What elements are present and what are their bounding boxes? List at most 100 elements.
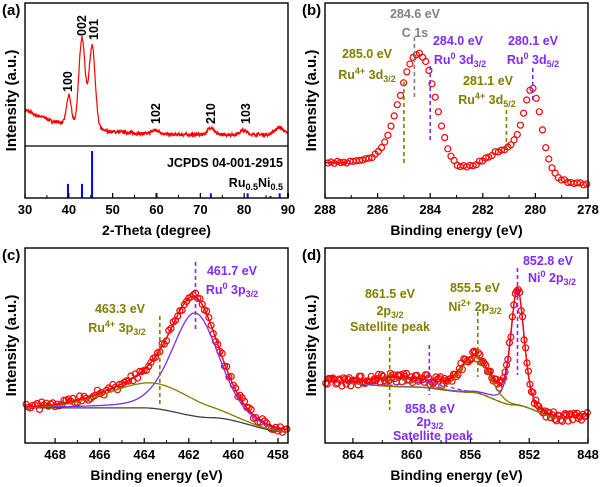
hkl-label: 210 [204,103,218,124]
data-point [519,109,528,117]
data-point [332,380,340,388]
label-sat1-energy: 861.5 eV [365,287,416,301]
panel-d: (d) 864 860 856 852 848 Binding energy (eV) Int… [302,247,599,483]
data-point [444,145,452,153]
data-point [561,409,569,418]
data-point [538,126,547,134]
data-point [147,358,155,367]
panel-b: (b) 288 286 284 282 280 278 Binding energy (eV)… [302,2,599,238]
data-point [516,121,525,129]
x-tick-label: 864 [342,447,364,462]
data-point [535,108,543,116]
data-point [145,362,153,370]
data-point [390,112,398,120]
data-point [386,369,394,377]
y-axis-title: Intensity (a.u.) [3,295,20,397]
x-tick-label: 90 [281,202,295,217]
data-point [470,347,478,355]
x-tick-label: 286 [367,202,389,217]
data-point [428,80,436,88]
data-point [501,146,509,154]
x-tick-label: 70 [193,202,207,217]
label-c1s-energy: 284.6 eV [390,7,441,21]
data-point [409,53,417,62]
panel-label: (d) [302,247,321,264]
data-point [450,156,458,164]
x-tick-label: 288 [314,202,336,217]
x-tick-label: 852 [518,447,540,462]
data-point [365,154,373,162]
label-ru4-3d32-energy: 285.0 eV [342,47,393,61]
label-sat1: Satellite peak [350,320,430,334]
x-tick-label: 280 [525,202,547,217]
label-ni0-energy: 852.8 eV [523,254,574,268]
data-point [542,144,550,152]
reference-name: JCPDS 04-001-2915 [167,156,283,170]
y-axis-title: Intensity (a.u.) [303,50,320,152]
data-point [548,164,556,172]
data-point [441,134,449,142]
data-point [563,411,571,419]
hkl-label: 102 [149,103,163,124]
x-tick-label: 30 [18,202,32,217]
data-point [419,53,427,61]
data-point [437,122,446,130]
x-tick-label: 60 [149,202,163,217]
label-ru4-3d32: Ru4+ 3d3/2 [338,66,396,84]
label-sat2-orbital: 2p3/2 [416,415,443,431]
x-tick-label: 860 [401,447,423,462]
label-ni2: Ni2+ 2p3/2 [448,298,501,316]
x-tick-label: 460 [223,447,245,462]
panel-b-labels: 284.6 eV C 1s 284.0 eV Ru0 3d3/2 285.0 e… [338,7,559,109]
x-tick-label: 40 [62,202,76,217]
data-point [349,157,357,165]
data-point [38,398,46,406]
label-ru0-3d52-energy: 280.1 eV [508,34,559,48]
hkl-label: 100 [61,71,75,92]
plot-frame [324,247,589,444]
data-point [207,321,215,329]
label-ru4-3d52-energy: 281.1 eV [463,74,514,88]
data-point [403,68,411,76]
x-tick-label: 848 [577,447,599,462]
data-point [485,153,493,161]
x-tick-label: 466 [89,447,111,462]
label-c1s: C 1s [402,26,428,40]
xrd-pattern-line [24,35,288,139]
data-point [498,378,506,386]
plot-frame [24,247,289,444]
data-point [432,373,440,381]
label-ru4-3d52: Ru4+ 3d5/2 [458,91,516,109]
data-point [384,131,392,139]
data-point [322,379,330,387]
data-point [545,155,553,163]
data-point [478,157,487,165]
x-tick-label: 50 [105,202,119,217]
label-ru0-3d32: Ru0 3d3/2 [434,51,486,69]
label-ru0-3p: Ru0 3p3/2 [206,281,258,299]
hkl-label: 103 [239,103,253,124]
label-sat2-energy: 858.8 eV [405,402,456,416]
label-sat2: Satellite peak [393,429,473,443]
component-peak [345,377,562,419]
x-axis-title: Binding energy (eV) [90,467,222,483]
data-point [362,155,370,163]
data-point [523,96,531,104]
label-sat1-orbital: 2p3/2 [376,304,403,320]
x-tick-label: 468 [44,447,66,462]
component-peak [25,382,288,433]
panel-c: (c) 468 466 464 462 460 458 Binding energy (eV)… [2,247,291,483]
data-point [552,417,561,425]
fit-envelope [345,286,562,418]
x-tick-label: 462 [178,447,200,462]
hkl-label: 002 [75,15,89,36]
data-point [406,60,414,68]
data-point [381,138,389,146]
x-tick-label: 80 [237,202,251,217]
panel-a: (a) 30 40 50 60 70 80 90 2-Theta (degree) Intensi… [2,2,295,238]
panel-a-labels: 100 002 101 102 210 103 JCPDS 04-001-291… [61,15,283,192]
label-ru0-3d32-energy: 284.0 eV [433,34,484,48]
fit-envelope [25,295,289,430]
x-tick-label: 856 [460,447,482,462]
